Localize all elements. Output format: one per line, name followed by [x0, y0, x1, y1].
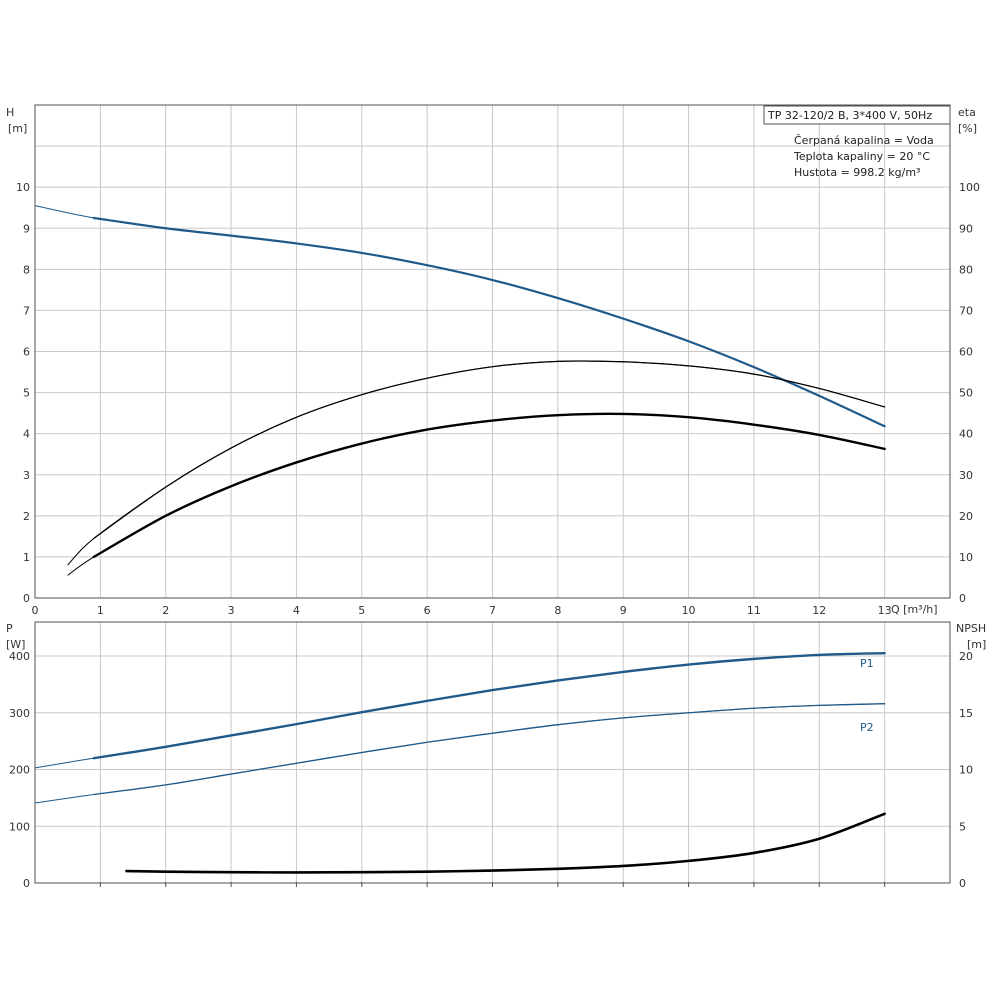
y-tick-label-right: 20 — [959, 510, 973, 523]
x-tick-label: 4 — [293, 604, 300, 617]
y-tick-label-right: 30 — [959, 469, 973, 482]
y-tick-label-left: 200 — [9, 764, 30, 777]
y-tick-label-left: 300 — [9, 707, 30, 720]
y-tick-label-left: 400 — [9, 650, 30, 663]
p2-label: P2 — [860, 721, 874, 734]
y-tick-label-right: 100 — [959, 181, 980, 194]
y-tick-label-right: 60 — [959, 346, 973, 359]
x-tick-label: 5 — [358, 604, 365, 617]
y-tick-label-left: 4 — [23, 428, 30, 441]
power-series — [34, 652, 886, 874]
x-tick-label: 0 — [32, 604, 39, 617]
y-tick-label-right: 70 — [959, 304, 973, 317]
y-tick-label-left: 2 — [23, 510, 30, 523]
y-tick-label-right: 15 — [959, 707, 973, 720]
pump-model-box — [763, 105, 951, 125]
x-tick-label: 2 — [162, 604, 169, 617]
pump-model: TP 32-120/2 B, 3*400 V, 50Hz — [767, 109, 932, 122]
y-tick-label-right: 0 — [959, 877, 966, 890]
x-tick-label: 8 — [554, 604, 561, 617]
x-tick-label: 9 — [620, 604, 627, 617]
x-tick-label: 12 — [812, 604, 826, 617]
power-axis-unit: [W] — [6, 638, 25, 651]
npsh-axis-title: NPSH — [956, 622, 986, 635]
head-series — [34, 205, 886, 576]
series-curve-2 — [92, 412, 886, 559]
npsh-axis-unit: [m] — [967, 638, 986, 651]
pump-info-box: TP 32-120/2 B, 3*400 V, 50Hz Čerpaná kap… — [763, 105, 951, 179]
series-curve-2 — [125, 812, 886, 874]
y-tick-label-left: 3 — [23, 469, 30, 482]
eta-axis-title: eta — [958, 106, 976, 119]
y-tick-label-left: 0 — [23, 877, 30, 890]
p1-curve — [92, 652, 886, 760]
x-tick-label: 6 — [424, 604, 431, 617]
power-plot-frame — [34, 621, 951, 884]
head-grid — [35, 105, 950, 598]
y-tick-label-right: 10 — [959, 551, 973, 564]
power-npsh-panel: 0 100 200 300 400 0 5 10 15 20 — [9, 621, 973, 890]
head-axis-title: H — [6, 106, 14, 119]
y-tick-label-right: 80 — [959, 263, 973, 276]
x-tick-label: 1 — [97, 604, 104, 617]
y-tick-label-left: 9 — [23, 222, 30, 235]
p1-label: P1 — [860, 657, 874, 670]
y-tick-label-left: 7 — [23, 304, 30, 317]
info-line-liquid: Čerpaná kapalina = Voda — [794, 134, 934, 147]
y-tick-label-right: 50 — [959, 387, 973, 400]
y-tick-label-left: 0 — [23, 592, 30, 605]
series-curve-0 — [92, 216, 886, 428]
info-line-density: Hustota = 998.2 kg/m³ — [794, 166, 920, 179]
p2-curve — [93, 703, 886, 796]
y-tick-label-right: 10 — [959, 764, 973, 777]
y-tick-label-right: 0 — [959, 592, 966, 605]
head-axis-unit: [m] — [8, 122, 27, 135]
flow-axis-title: Q [m³/h] — [891, 603, 938, 616]
y-tick-label-left: 5 — [23, 387, 30, 400]
y-tick-label-right: 5 — [959, 820, 966, 833]
x-tick-label: 11 — [747, 604, 761, 617]
x-tick-label: 10 — [682, 604, 696, 617]
y-tick-label-left: 100 — [9, 820, 30, 833]
y-tick-label-right: 90 — [959, 222, 973, 235]
info-line-temperature: Teplota kapaliny = 20 °C — [793, 150, 930, 163]
y-tick-label-right: 40 — [959, 428, 973, 441]
x-tick-label: 7 — [489, 604, 496, 617]
x-tick-label: 3 — [228, 604, 235, 617]
y-tick-label-right: 20 — [959, 650, 973, 663]
power-tick-labels: 0 100 200 300 400 0 5 10 15 20 — [9, 650, 973, 890]
y-tick-label-left: 1 — [23, 551, 30, 564]
y-tick-label-left: 8 — [23, 263, 30, 276]
head-plot-frame — [34, 104, 951, 599]
x-tick-label: 13 — [878, 604, 892, 617]
y-tick-label-left: 10 — [16, 181, 30, 194]
y-tick-label-left: 6 — [23, 346, 30, 359]
series-curve-1 — [93, 360, 886, 540]
eta-axis-unit: [%] — [958, 122, 977, 135]
power-axis-title: P — [6, 622, 13, 635]
